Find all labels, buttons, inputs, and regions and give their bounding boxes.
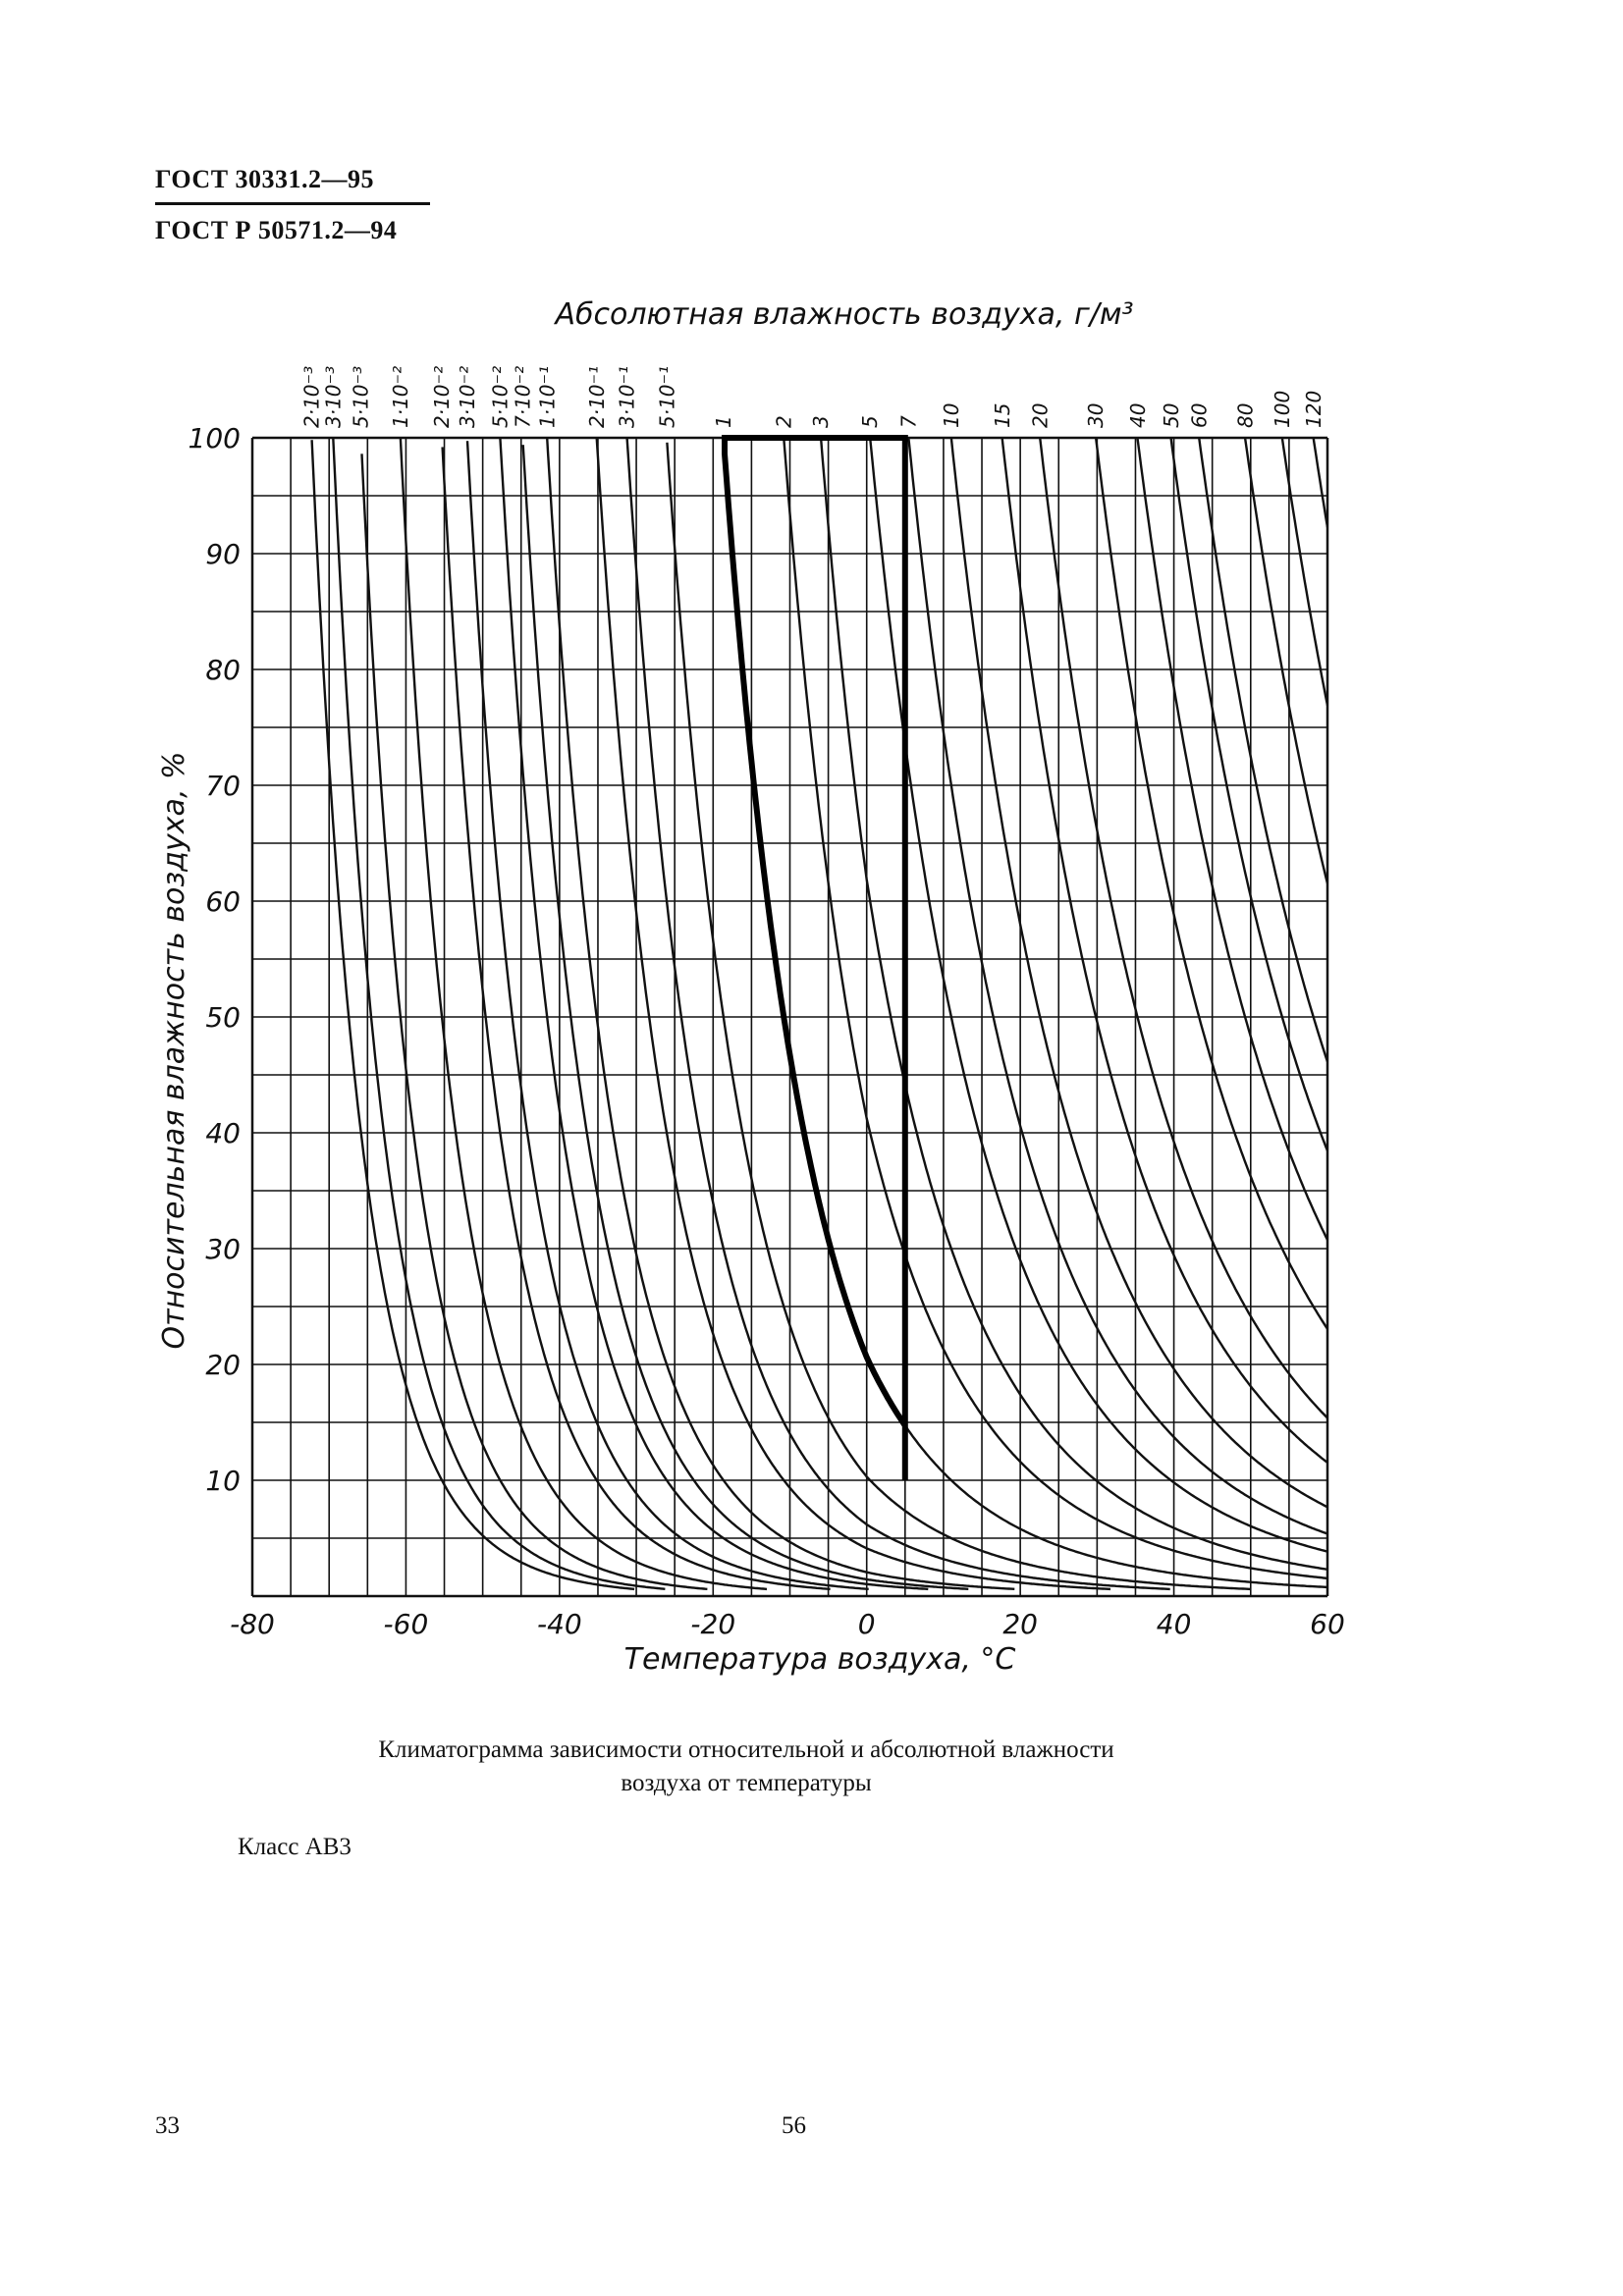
y-tick-label: 70 — [205, 770, 241, 802]
humidity-curve — [1038, 438, 1327, 1419]
humidity-curve — [625, 438, 1170, 1591]
header-rule — [155, 202, 430, 205]
y-axis-label: Относительная влажность воздуха, % — [157, 751, 191, 1349]
series-label: 60 — [1187, 403, 1211, 428]
x-tick-label: 20 — [1002, 1608, 1038, 1640]
y-tick-label: 20 — [205, 1349, 241, 1381]
humidity-curve — [1169, 438, 1327, 1151]
y-tick-label: 80 — [205, 654, 241, 686]
x-tick-label: 60 — [1310, 1608, 1345, 1640]
series-label: 5·10⁻³ — [350, 366, 373, 428]
humidity-curve — [310, 440, 635, 1591]
series-label: 7 — [897, 415, 921, 428]
caption-line-2: воздуха от температуры — [621, 1770, 872, 1796]
x-tick-label: 40 — [1157, 1608, 1192, 1640]
series-label: 2·10⁻² — [430, 366, 454, 428]
chart-title: Абсолютная влажность воздуха, г/м³ — [554, 297, 1134, 332]
humidity-curve — [1243, 438, 1327, 884]
series-label: 3 — [809, 415, 833, 428]
humidity-curve — [666, 442, 1251, 1591]
humidity-curve — [360, 454, 708, 1590]
y-tick-label: 90 — [205, 538, 241, 570]
humidity-curve — [521, 445, 969, 1590]
y-tick-label: 10 — [205, 1465, 241, 1497]
series-label: 2·10⁻³ — [300, 366, 324, 428]
standard-number-1: ГОСТ 30331.2—95 — [155, 165, 375, 193]
x-tick-label: -40 — [537, 1608, 582, 1640]
x-tick-label: 0 — [858, 1608, 876, 1640]
x-tick-label: -80 — [230, 1608, 275, 1640]
humidity-curve — [499, 438, 929, 1591]
series-label: 7·10⁻² — [511, 366, 534, 428]
class-label: Класс АВ3 — [238, 1834, 352, 1860]
humidity-curve — [1312, 438, 1327, 528]
series-label: 5·10⁻¹ — [655, 366, 678, 428]
series-label: 3·10⁻¹ — [616, 366, 639, 428]
humidity-curve — [907, 438, 1327, 1535]
figure-caption: Климатограмма зависимости относительной … — [373, 1734, 1119, 1800]
y-tick-label: 50 — [205, 1001, 241, 1034]
page-number-left: 33 — [155, 2112, 180, 2139]
series-label: 3·10⁻² — [456, 366, 479, 428]
humidity-curve — [1280, 438, 1327, 706]
series-label: 5 — [858, 415, 882, 428]
series-label: 20 — [1029, 403, 1053, 428]
series-label: 40 — [1126, 403, 1150, 428]
caption-line-1: Климатограмма зависимости относительной … — [378, 1736, 1114, 1763]
humidity-curve — [1136, 438, 1327, 1241]
standard-number-2: ГОСТ Р 50571.2—94 — [155, 216, 398, 244]
series-label: 1·10⁻² — [389, 366, 412, 428]
humidity-curve — [545, 438, 1015, 1590]
series-label: 80 — [1233, 403, 1257, 428]
series-label: 1 — [712, 415, 735, 428]
humidity-curve — [949, 438, 1327, 1509]
x-tick-label: -20 — [690, 1608, 735, 1640]
series-label: 5·10⁻² — [489, 366, 513, 428]
humidity-curve — [595, 438, 1111, 1591]
series-label: 50 — [1160, 403, 1183, 428]
humidity-curve — [722, 438, 1327, 1589]
page-number-center: 56 — [782, 2112, 806, 2139]
humidity-curve — [1198, 438, 1327, 1062]
series-label: 2 — [773, 415, 796, 428]
climatogram-chart: Абсолютная влажность воздуха, г/м³ Относ… — [157, 297, 1345, 1677]
humidity-curve — [783, 438, 1327, 1580]
y-tick-label: 40 — [205, 1117, 241, 1149]
y-tick-label: 100 — [189, 422, 241, 454]
class-region-outline — [722, 435, 908, 1480]
y-tick-label: 30 — [205, 1233, 241, 1265]
series-label: 15 — [991, 403, 1014, 428]
series-label: 120 — [1302, 391, 1325, 428]
humidity-curve — [399, 438, 768, 1591]
humidity-curve — [868, 438, 1327, 1553]
series-label: 30 — [1084, 403, 1108, 428]
humidity-curve — [1094, 438, 1327, 1330]
series-label: 1·10⁻¹ — [535, 366, 559, 428]
humidity-curve — [465, 441, 869, 1590]
series-label: 2·10⁻¹ — [585, 366, 609, 428]
humidity-curve — [441, 447, 831, 1591]
x-tick-label: -60 — [384, 1608, 429, 1640]
y-tick-label: 60 — [205, 885, 241, 918]
series-label: 10 — [940, 403, 963, 428]
series-label: 3·10⁻³ — [322, 366, 346, 428]
humidity-curve — [1001, 438, 1327, 1464]
series-label: 100 — [1271, 391, 1294, 428]
x-axis-label: Температура воздуха, °C — [624, 1642, 1016, 1677]
humidity-curve — [332, 438, 666, 1590]
